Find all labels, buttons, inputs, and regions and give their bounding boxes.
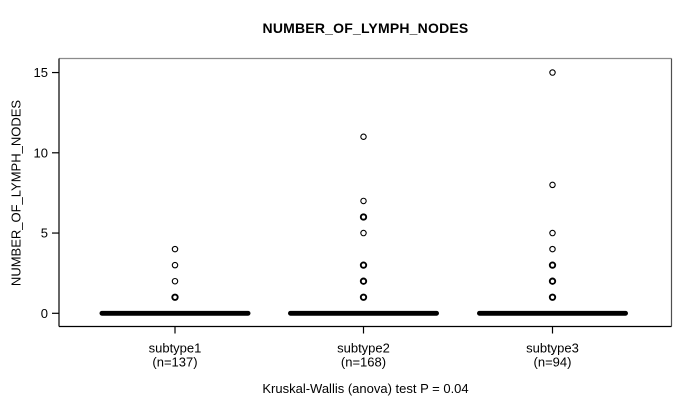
y-tick-label: 10: [34, 145, 48, 160]
y-tick-label: 15: [34, 65, 48, 80]
data-point: [360, 197, 367, 205]
data-point-emphasized: [548, 293, 557, 301]
zero-density-bar: [477, 310, 628, 316]
group-sublabel: (n=94): [534, 355, 572, 370]
zero-density-bar: [288, 310, 439, 316]
data-point: [360, 133, 367, 141]
group-sublabel: (n=168): [341, 355, 386, 370]
y-tick-label: 5: [41, 226, 48, 241]
data-point: [171, 261, 179, 269]
data-point: [171, 245, 179, 253]
group-label: subtype2: [337, 341, 390, 356]
data-point-emphasized: [359, 261, 368, 269]
y-tick-label: 0: [41, 306, 48, 321]
data-point-emphasized: [171, 293, 179, 301]
data-point: [549, 69, 556, 76]
data-point: [549, 229, 556, 237]
data-point: [549, 245, 556, 253]
zero-density-bar: [99, 310, 251, 316]
group-label: subtype3: [526, 341, 579, 356]
data-point-emphasized: [548, 277, 557, 285]
data-point: [360, 229, 367, 237]
data-point-emphasized: [548, 261, 557, 269]
group-sublabel: (n=137): [152, 355, 197, 370]
data-point: [171, 277, 179, 285]
stat-test-caption: Kruskal-Wallis (anova) test P = 0.04: [262, 381, 469, 396]
data-point-emphasized: [359, 293, 368, 301]
chart-title: NUMBER_OF_LYMPH_NODES: [262, 20, 469, 36]
data-point-emphasized: [359, 277, 368, 285]
data-point: [549, 181, 556, 189]
data-point-emphasized: [359, 213, 368, 221]
group-label: subtype1: [149, 341, 202, 356]
